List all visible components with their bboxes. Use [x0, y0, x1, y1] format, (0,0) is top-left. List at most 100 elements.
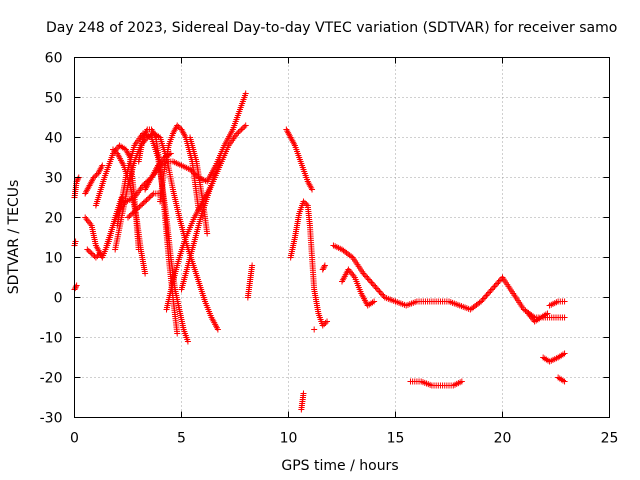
- data-point: [371, 282, 378, 289]
- series-arc-ad: [540, 350, 568, 365]
- data-point: [321, 321, 328, 328]
- data-point: [147, 193, 154, 200]
- data-point: [300, 390, 307, 397]
- data-point: [486, 289, 493, 296]
- data-point: [491, 283, 498, 290]
- data-point: [217, 158, 224, 165]
- data-point: [561, 350, 568, 357]
- data-point: [301, 199, 308, 206]
- data-point: [371, 298, 378, 305]
- series-arc-a: [71, 174, 82, 201]
- y-tick-label: -10: [40, 331, 63, 347]
- y-tick-labels: -30 -20 -10 0 10 20 30 40 50 60: [40, 51, 63, 427]
- data-point: [95, 251, 102, 258]
- data-point: [249, 262, 256, 269]
- series-arc-c: [71, 282, 80, 293]
- series-arc-s: [244, 262, 256, 301]
- chart-title: Day 248 of 2023, Sidereal Day-to-day VTE…: [46, 20, 617, 36]
- data-point: [112, 149, 119, 156]
- data-point: [125, 214, 131, 221]
- data-point: [236, 127, 243, 134]
- y-axis-label: SDTVAR / TECUs: [6, 180, 22, 295]
- data-point: [127, 211, 134, 218]
- data-point: [132, 207, 139, 214]
- data-point: [494, 280, 501, 287]
- series-arc-v: [311, 326, 318, 333]
- data-point: [322, 319, 329, 326]
- data-point: [324, 318, 331, 325]
- series-arc-r: [187, 134, 211, 237]
- data-point: [320, 265, 327, 272]
- series-arc-d: [82, 162, 106, 197]
- data-point: [365, 276, 372, 283]
- data-point: [479, 297, 486, 303]
- series-arc-b: [71, 238, 79, 249]
- data-point: [487, 288, 494, 294]
- data-point: [174, 330, 181, 337]
- data-point: [137, 202, 144, 209]
- data-point: [99, 162, 106, 169]
- data-point: [142, 270, 149, 277]
- data-point: [175, 123, 182, 130]
- data-point: [238, 126, 245, 133]
- data-point: [184, 338, 191, 345]
- series-arc-x: [298, 390, 307, 413]
- data-point: [149, 191, 156, 198]
- grid-lines: [74, 57, 610, 418]
- data-point: [139, 182, 146, 189]
- series-arc-aa: [407, 378, 465, 389]
- data-point: [74, 177, 81, 184]
- data-point: [375, 287, 382, 293]
- data-point: [134, 205, 141, 212]
- data-point: [214, 326, 221, 333]
- data-point: [488, 286, 495, 293]
- data-marks: [71, 90, 568, 413]
- data-point: [72, 285, 79, 292]
- data-point: [88, 250, 95, 257]
- y-tick-label: 10: [45, 251, 63, 267]
- data-point: [373, 285, 380, 292]
- x-tick-label: 20: [494, 431, 512, 447]
- data-point: [321, 263, 328, 270]
- data-point: [561, 378, 568, 385]
- y-tick-label: 50: [45, 91, 63, 107]
- data-point: [492, 282, 499, 288]
- series-arc-w: [319, 262, 328, 273]
- data-point: [143, 197, 150, 204]
- y-tick-label: -30: [40, 411, 63, 427]
- data-point: [300, 198, 307, 205]
- y-tick-label: 40: [45, 131, 63, 147]
- data-point: [241, 123, 248, 130]
- x-tick-label: 0: [70, 431, 79, 447]
- data-point: [483, 292, 490, 299]
- data-point: [72, 238, 79, 245]
- data-point: [321, 262, 328, 269]
- x-tick-label: 5: [177, 431, 186, 447]
- data-point: [319, 266, 326, 273]
- data-point: [372, 284, 379, 290]
- y-tick-label: -20: [40, 371, 63, 387]
- data-point: [490, 285, 497, 291]
- data-point: [319, 322, 326, 329]
- data-point: [561, 314, 568, 321]
- y-tick-label: 20: [45, 211, 63, 227]
- data-point: [204, 230, 211, 237]
- data-point: [363, 273, 370, 280]
- data-point: [110, 146, 117, 153]
- data-point: [94, 253, 101, 260]
- data-point: [368, 279, 375, 286]
- data-point: [111, 147, 118, 154]
- axis-ticks: [74, 57, 610, 418]
- series-arc-t: [283, 126, 316, 193]
- data-point: [495, 279, 502, 285]
- series-arc-p: [163, 122, 249, 313]
- data-point: [458, 378, 465, 385]
- data-point: [242, 122, 249, 129]
- x-tick-labels: 0 5 10 15 20 25: [70, 431, 618, 447]
- data-point: [140, 199, 147, 206]
- data-point: [85, 247, 92, 254]
- data-point: [377, 290, 384, 296]
- x-tick-label: 25: [601, 431, 619, 447]
- data-point: [496, 277, 503, 284]
